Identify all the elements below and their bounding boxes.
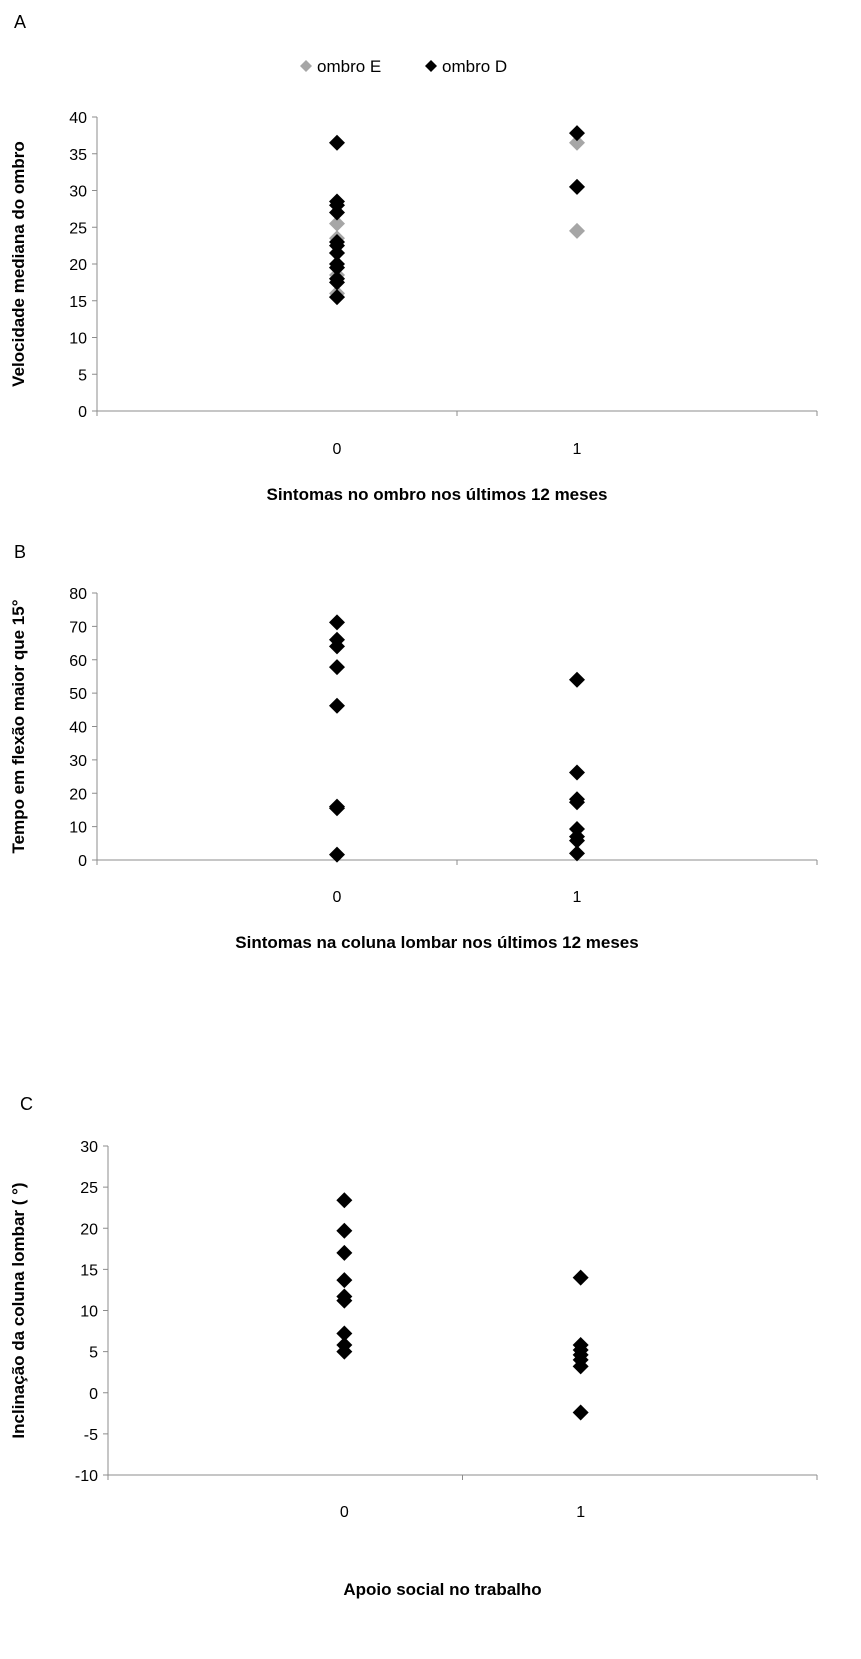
y-tick-label: 30	[69, 184, 87, 201]
panel-label: B	[14, 542, 26, 562]
data-point	[336, 1325, 353, 1342]
y-tick-label: 20	[69, 786, 87, 803]
panel-label: C	[20, 1094, 33, 1114]
y-tick-label: 60	[69, 653, 87, 670]
legend-marker	[300, 60, 312, 72]
x-tick-label: 0	[333, 889, 342, 906]
x-axis-title: Apoio social no trabalho	[343, 1580, 541, 1599]
series-ombro-E	[329, 134, 585, 306]
data-point	[569, 222, 585, 239]
data-point	[329, 215, 345, 232]
data-point	[569, 671, 585, 688]
y-tick-label: 25	[69, 220, 87, 237]
y-tick-label: 5	[78, 367, 87, 384]
y-tick-label: 40	[69, 110, 87, 127]
data-point	[329, 244, 345, 261]
data-point	[329, 289, 345, 306]
data-point	[336, 1292, 353, 1309]
y-tick-label: 70	[69, 619, 87, 636]
data-point	[329, 259, 345, 276]
data-point	[329, 697, 345, 714]
y-tick-label: 20	[69, 257, 87, 274]
x-tick-label: 1	[573, 441, 582, 458]
y-tick-label: 0	[89, 1386, 98, 1403]
y-tick-label: 25	[80, 1180, 98, 1197]
y-axis-title: Inclinação da coluna lombar ( °)	[9, 1182, 28, 1438]
y-tick-label: 5	[89, 1345, 98, 1362]
y-tick-label: 50	[69, 686, 87, 703]
x-tick-label: 1	[576, 1504, 585, 1521]
data-point	[569, 178, 585, 195]
y-tick-label: 10	[80, 1304, 98, 1321]
chart-panel-C: C -10 -5 0 5 10 15 20 25 30 0 1 Apoio social no trab…	[9, 1094, 818, 1599]
data-point	[336, 1244, 353, 1261]
series-0	[336, 1192, 589, 1421]
y-tick-label: 20	[80, 1221, 98, 1238]
data-point	[329, 614, 345, 631]
y-tick-label: 30	[69, 753, 87, 770]
data-point	[329, 800, 345, 817]
x-tick-label: 0	[340, 1504, 349, 1521]
data-point	[569, 125, 585, 142]
data-point	[336, 1222, 353, 1239]
data-point	[569, 832, 585, 849]
legend-label: ombro E	[317, 57, 381, 76]
chart-panel-B: B 0 10 20 30 40 50 60 70 80 0 1 Sintomas na coluna l…	[9, 542, 818, 952]
data-point	[572, 1404, 589, 1421]
data-point	[569, 845, 585, 862]
data-point	[569, 134, 585, 151]
y-tick-label: 40	[69, 720, 87, 737]
data-point	[336, 1343, 353, 1360]
y-tick-label: 35	[69, 147, 87, 164]
data-point	[329, 846, 345, 863]
y-tick-label: 10	[69, 331, 87, 348]
y-tick-label: 30	[80, 1139, 98, 1156]
data-point	[336, 1272, 353, 1289]
data-point	[329, 638, 345, 655]
data-point	[336, 1192, 353, 1209]
data-point	[569, 794, 585, 811]
y-tick-label: 0	[78, 404, 87, 421]
y-tick-label: -10	[75, 1468, 98, 1485]
data-point	[329, 204, 345, 221]
y-axis-title: Velocidade mediana do ombro	[9, 141, 28, 387]
x-axis-title: Sintomas no ombro nos últimos 12 meses	[266, 485, 607, 504]
data-point	[572, 1269, 589, 1286]
y-tick-label: 0	[78, 853, 87, 870]
y-tick-label: 15	[69, 294, 87, 311]
x-tick-label: 0	[333, 441, 342, 458]
data-point	[329, 274, 345, 291]
legend: ombro E ombro D	[300, 57, 507, 76]
legend-label: ombro D	[442, 57, 507, 76]
panel-label: A	[14, 12, 26, 32]
x-axis-title: Sintomas na coluna lombar nos últimos 12…	[235, 933, 638, 952]
series-ombro-D	[329, 125, 585, 306]
x-tick-label: 1	[573, 889, 582, 906]
data-point	[569, 764, 585, 781]
series-0	[329, 614, 585, 863]
data-point	[329, 134, 345, 151]
legend-marker	[425, 60, 437, 72]
y-tick-label: 80	[69, 586, 87, 603]
y-tick-label: 15	[80, 1262, 98, 1279]
y-axis-title: Tempo em flexão maior que 15°	[9, 599, 28, 853]
y-tick-label: -5	[84, 1427, 98, 1444]
chart-panel-A: A 0 5 10 15 20 25 30 35 40 0 1 Sintomas no ombro nos…	[9, 12, 818, 504]
y-tick-label: 10	[69, 820, 87, 837]
data-point	[329, 659, 345, 676]
data-point	[572, 1358, 589, 1375]
